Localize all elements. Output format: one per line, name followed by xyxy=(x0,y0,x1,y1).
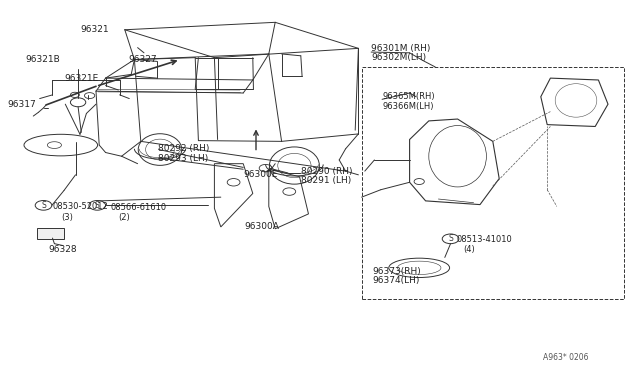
Text: 80291 (LH): 80291 (LH) xyxy=(301,176,351,185)
Text: A963* 0206: A963* 0206 xyxy=(543,353,589,362)
Text: 80293 (LH): 80293 (LH) xyxy=(158,154,209,163)
Text: 08530-52012: 08530-52012 xyxy=(52,202,108,211)
Text: 96317: 96317 xyxy=(8,100,36,109)
Text: 96301M (RH): 96301M (RH) xyxy=(371,44,431,53)
Text: 08566-61610: 08566-61610 xyxy=(110,203,166,212)
Text: 80292 (RH): 80292 (RH) xyxy=(158,144,209,153)
Text: 96327: 96327 xyxy=(128,55,157,64)
FancyBboxPatch shape xyxy=(37,228,64,239)
Text: 96321E: 96321E xyxy=(64,74,99,83)
Text: 96366M(LH): 96366M(LH) xyxy=(382,102,433,110)
Text: 96321B: 96321B xyxy=(26,55,60,64)
Text: 96321: 96321 xyxy=(81,25,109,34)
Text: 96300A: 96300A xyxy=(244,222,279,231)
Text: 96302M(LH): 96302M(LH) xyxy=(371,53,426,62)
Text: 96365M(RH): 96365M(RH) xyxy=(382,92,435,101)
Text: 96328: 96328 xyxy=(49,245,77,254)
Text: (4): (4) xyxy=(463,245,475,254)
Text: 96374(LH): 96374(LH) xyxy=(372,276,420,285)
Text: 08513-41010: 08513-41010 xyxy=(456,235,512,244)
Text: S: S xyxy=(448,234,453,243)
Text: S: S xyxy=(41,201,46,210)
Text: 96300E: 96300E xyxy=(243,170,278,179)
Text: S: S xyxy=(95,201,100,210)
Text: 96373(RH): 96373(RH) xyxy=(372,267,421,276)
Text: (2): (2) xyxy=(118,213,130,222)
Text: (3): (3) xyxy=(61,213,73,222)
Bar xyxy=(362,67,624,299)
Text: 80290 (RH): 80290 (RH) xyxy=(301,167,352,176)
